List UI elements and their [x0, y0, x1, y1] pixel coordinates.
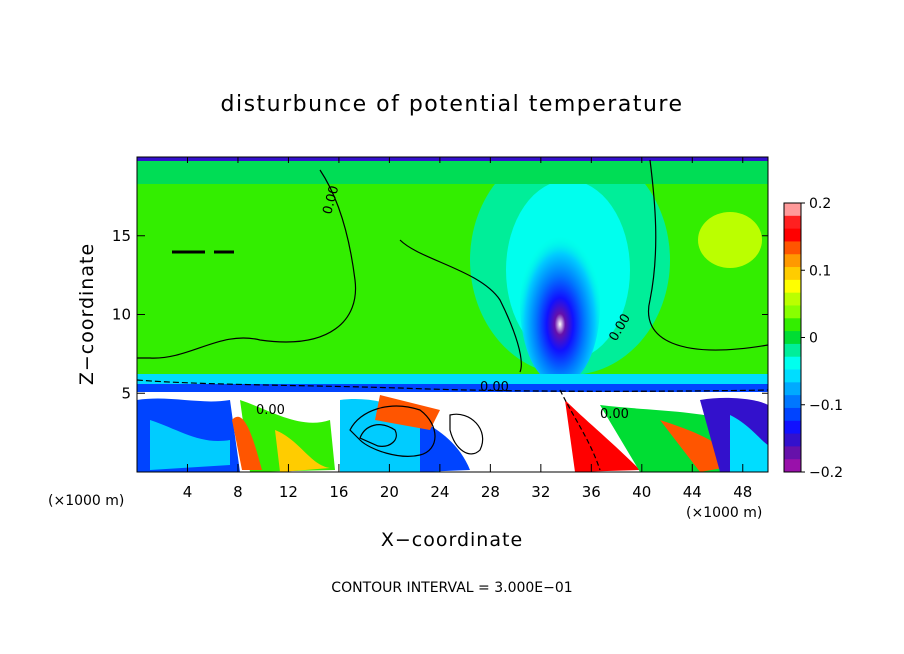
colorbar-swatch [784, 343, 801, 358]
colorbar-swatch [784, 420, 801, 435]
x-tick-label: 4 [183, 483, 193, 501]
chart-title: disturbunce of potential temperature [221, 92, 684, 117]
x-tick-label: 8 [233, 483, 243, 501]
colorbar-swatch [784, 279, 801, 294]
colorbar-swatch [784, 203, 801, 217]
colorbar-swatch [784, 407, 801, 422]
temperature-field [137, 157, 768, 472]
colorbar-tick-label: 0.1 [809, 263, 831, 279]
colorbar-swatch [784, 356, 801, 371]
colorbar-tick-label: 0.2 [809, 196, 831, 212]
x-tick-label: 48 [733, 483, 752, 501]
x-tick-label: 20 [380, 483, 399, 501]
x-tick-label: 28 [481, 483, 500, 501]
contour-lines [137, 159, 768, 471]
colorbar-swatch [784, 369, 801, 383]
y-axis-title: Z−coordinate [76, 243, 98, 385]
x-tick-label: 40 [632, 483, 651, 501]
colorbar-swatch [784, 228, 801, 242]
colorbar-swatch [784, 215, 801, 230]
colorbar-tick-label: −0.2 [809, 465, 843, 481]
x-tick-label: 32 [531, 483, 550, 501]
y-tick-label: 10 [112, 306, 131, 324]
x-axis: 4 8 12 16 20 24 28 32 36 40 44 48 [183, 157, 752, 501]
x-tick-label: 44 [683, 483, 702, 501]
contour-interval-footer: CONTOUR INTERVAL = 3.000E−01 [331, 580, 572, 596]
colorbar-swatch [784, 292, 801, 306]
x-tick-label: 16 [329, 483, 348, 501]
colorbar-swatch [784, 459, 801, 473]
colorbar-swatch [784, 446, 801, 460]
colorbar-swatch [784, 305, 801, 319]
contour-label: 0.00 [320, 184, 342, 216]
y-tick-label: 5 [121, 384, 131, 402]
x-unit-label: (×1000 m) [686, 505, 762, 521]
x-axis-title: X−coordinate [381, 529, 523, 551]
colorbar-swatch [784, 241, 801, 255]
contour-label: 0.00 [480, 380, 509, 395]
contour-label: 0.00 [256, 403, 285, 418]
y-unit-label: (×1000 m) [48, 493, 124, 509]
x-tick-label: 24 [430, 483, 449, 501]
contour-label: 0.00 [600, 407, 629, 422]
x-tick-label: 36 [582, 483, 601, 501]
colorbar-swatch [784, 254, 801, 268]
colorbar-tick-label: 0 [809, 331, 818, 347]
y-axis: 5 10 15 [112, 227, 768, 402]
colorbar-swatch [784, 433, 801, 447]
y-tick-label: 15 [112, 227, 131, 245]
colorbar-swatch [784, 382, 801, 396]
colorbar-swatch [784, 395, 801, 409]
colorbar-swatch [784, 267, 801, 281]
colorbar-swatch [784, 331, 801, 345]
colorbar: 0.2 0.1 0 −0.1 −0.2 [783, 196, 843, 481]
x-tick-label: 12 [279, 483, 298, 501]
colorbar-tick-label: −0.1 [809, 398, 843, 414]
colorbar-swatch [784, 318, 801, 332]
